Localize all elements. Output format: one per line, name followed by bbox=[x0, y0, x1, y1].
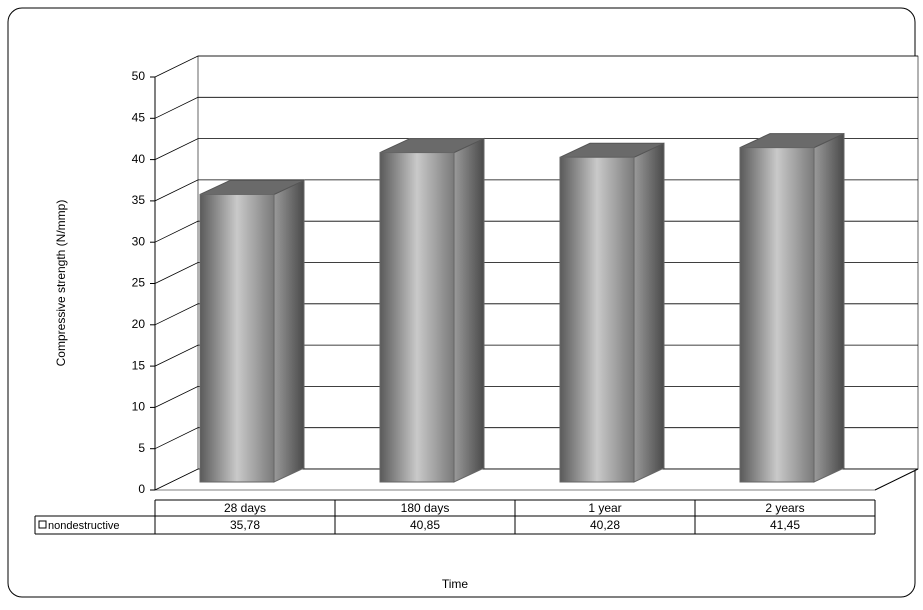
x-axis-title: Time bbox=[442, 577, 469, 591]
y-tick-label: 20 bbox=[132, 317, 146, 331]
data-label: 40,28 bbox=[590, 518, 620, 532]
y-tick-label: 5 bbox=[138, 441, 145, 455]
bar bbox=[740, 148, 814, 482]
bar-side bbox=[274, 180, 304, 482]
bar bbox=[380, 153, 454, 482]
data-label: 35,78 bbox=[230, 518, 260, 532]
legend-label: nondestructive bbox=[48, 520, 120, 532]
legend-swatch bbox=[39, 521, 46, 528]
bar-side bbox=[814, 134, 844, 482]
x-tick-label: 180 days bbox=[401, 501, 450, 515]
y-tick-label: 45 bbox=[132, 110, 146, 124]
y-tick-label: 30 bbox=[132, 234, 146, 248]
chart: Compressive strength (N/mmp) Time 0 5 10 15… bbox=[0, 0, 923, 605]
bar bbox=[560, 157, 634, 482]
y-tick-label: 15 bbox=[132, 358, 146, 372]
data-label: 41,45 bbox=[770, 518, 800, 532]
bar bbox=[200, 194, 274, 482]
y-axis-title: Compressive strength (N/mmp) bbox=[54, 200, 68, 367]
data-label: 40,85 bbox=[410, 518, 440, 532]
bar-side bbox=[454, 139, 484, 482]
bar-side bbox=[634, 143, 664, 482]
y-tick-label: 35 bbox=[132, 193, 146, 207]
y-tick-label: 50 bbox=[132, 69, 146, 83]
y-tick-label: 25 bbox=[132, 276, 146, 290]
x-tick-label: 2 years bbox=[765, 501, 804, 515]
x-tick-label: 28 days bbox=[224, 501, 266, 515]
y-tick-label: 10 bbox=[132, 400, 146, 414]
x-tick-label: 1 year bbox=[588, 501, 621, 515]
y-tick-label: 40 bbox=[132, 152, 146, 166]
y-tick-label: 0 bbox=[138, 482, 145, 496]
